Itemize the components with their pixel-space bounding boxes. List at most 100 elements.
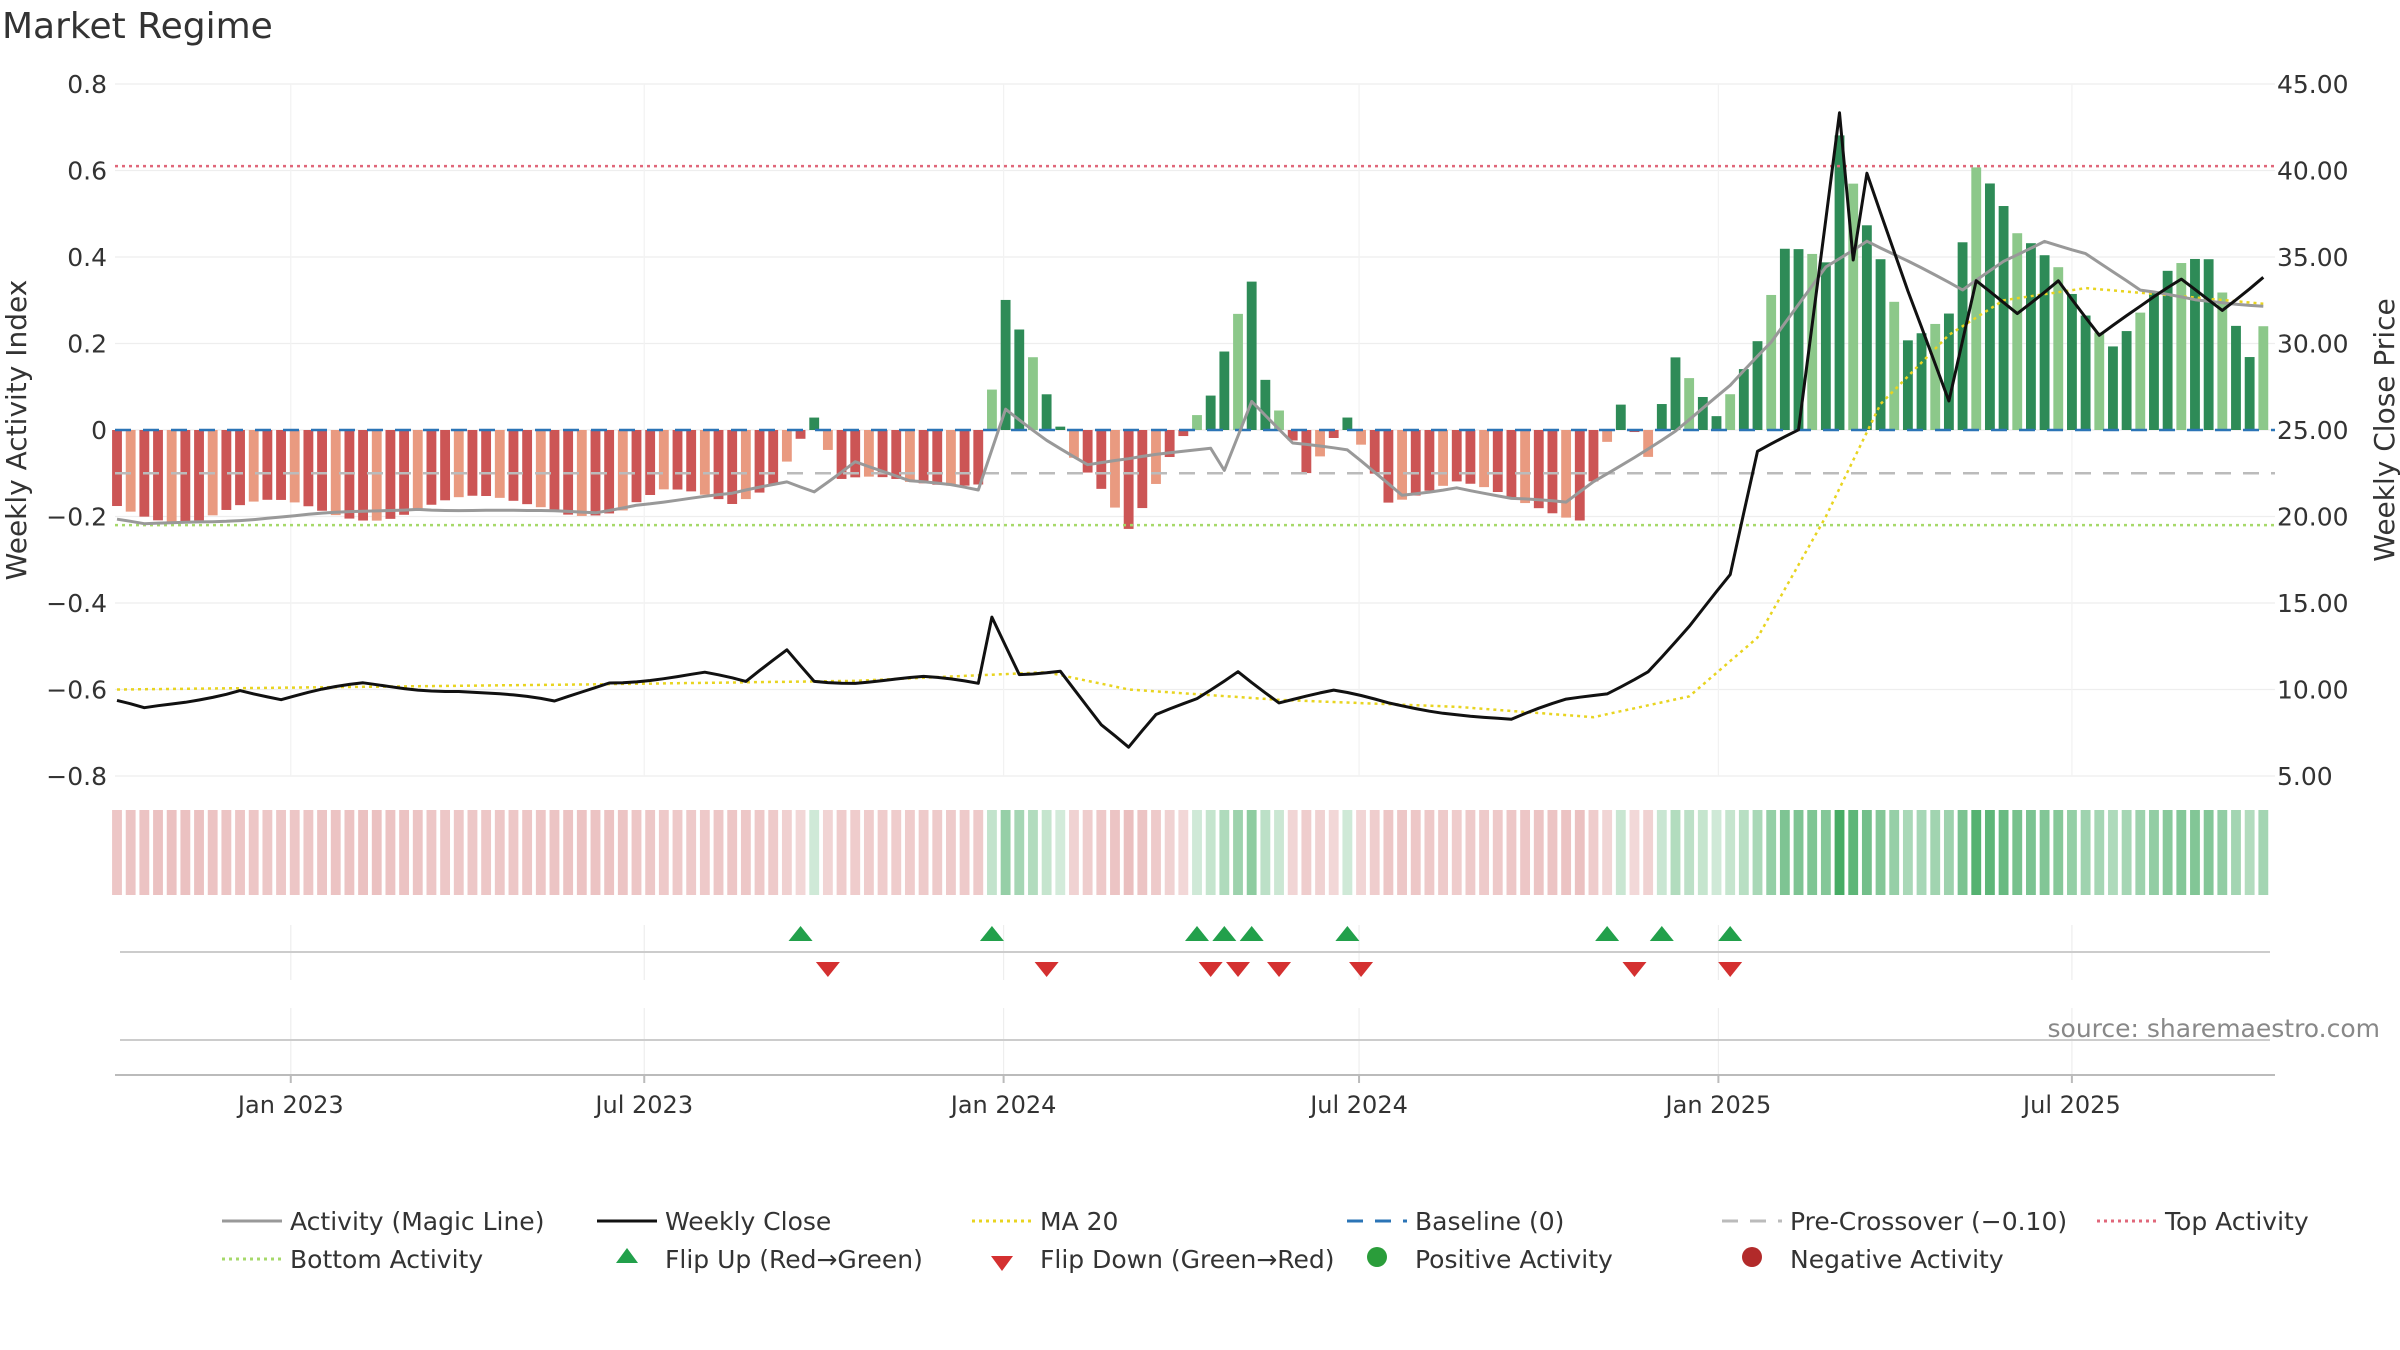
activity-bar bbox=[1779, 248, 1790, 430]
heat-cell bbox=[1246, 810, 1257, 895]
heat-cell bbox=[166, 810, 177, 895]
heat-cell bbox=[1848, 810, 1859, 895]
heat-cell bbox=[1151, 810, 1161, 895]
activity-bar bbox=[1096, 430, 1107, 489]
activity-bar bbox=[1520, 430, 1531, 504]
y2-tick-label: 25.00 bbox=[2277, 416, 2349, 445]
activity-bar bbox=[2190, 258, 2200, 430]
activity-bar bbox=[330, 430, 341, 516]
heat-cell bbox=[713, 810, 724, 895]
activity-bar bbox=[1971, 167, 1982, 430]
heat-cell bbox=[1205, 810, 1216, 895]
activity-bar bbox=[494, 430, 505, 498]
heat-cell bbox=[412, 810, 423, 895]
heat-cell bbox=[371, 810, 382, 895]
activity-bar bbox=[1602, 430, 1613, 442]
activity-bar bbox=[1479, 430, 1490, 488]
activity-bar bbox=[1807, 253, 1818, 430]
activity-bars bbox=[112, 135, 2269, 529]
activity-bar bbox=[1506, 430, 1517, 499]
heat-cell bbox=[904, 810, 915, 895]
heat-cell bbox=[235, 810, 245, 895]
heat-cell bbox=[1164, 810, 1175, 895]
activity-bar bbox=[1793, 249, 1804, 430]
activity-bar bbox=[289, 430, 300, 503]
heat-cell bbox=[2149, 810, 2159, 895]
heat-cell bbox=[1971, 810, 1982, 895]
heat-cell bbox=[563, 810, 574, 895]
source-credit: source: sharemaestro.com bbox=[2047, 1014, 2381, 1043]
heat-cell bbox=[1110, 810, 1120, 895]
activity-bar bbox=[1383, 430, 1394, 503]
heat-cell bbox=[426, 810, 437, 895]
activity-bar bbox=[1301, 430, 1312, 474]
heat-cell bbox=[535, 810, 546, 895]
activity-bar bbox=[740, 430, 751, 500]
heat-cell bbox=[1697, 810, 1708, 895]
heat-cell bbox=[1410, 810, 1421, 895]
activity-bar bbox=[1205, 395, 1216, 430]
activity-bar bbox=[1274, 410, 1284, 430]
heat-cell bbox=[1233, 810, 1243, 895]
heat-cell bbox=[358, 810, 368, 895]
activity-bar bbox=[1000, 299, 1011, 430]
y2-tick-label: 40.00 bbox=[2277, 157, 2349, 186]
activity-bar bbox=[2244, 357, 2255, 430]
activity-bar bbox=[1492, 430, 1503, 493]
x-tick-label: Jan 2025 bbox=[1664, 1091, 1772, 1119]
activity-bar bbox=[1943, 313, 1954, 430]
heat-cell bbox=[1000, 810, 1011, 895]
activity-bar bbox=[1246, 281, 1257, 430]
heat-cell bbox=[1451, 810, 1462, 895]
heat-cell bbox=[1082, 810, 1093, 895]
heat-cell bbox=[1998, 810, 2009, 895]
heat-cell bbox=[2067, 810, 2077, 895]
activity-bar bbox=[987, 389, 997, 430]
activity-bar bbox=[1328, 430, 1339, 438]
activity-bar bbox=[768, 430, 779, 485]
flip-down-marker bbox=[1034, 962, 1059, 977]
heat-cell bbox=[1315, 810, 1325, 895]
activity-bar bbox=[1287, 430, 1298, 441]
activity-bar bbox=[1820, 262, 1831, 430]
heat-cell bbox=[2053, 810, 2064, 895]
activity-bar bbox=[658, 430, 669, 490]
y2-tick-label: 30.00 bbox=[2277, 330, 2349, 359]
activity-bar bbox=[1533, 430, 1544, 509]
activity-bar bbox=[1082, 430, 1093, 473]
heat-cell bbox=[1479, 810, 1490, 895]
activity-bar bbox=[2108, 346, 2118, 430]
heat-cell bbox=[1738, 810, 1749, 895]
activity-bar bbox=[2053, 267, 2064, 430]
activity-bar bbox=[2080, 315, 2091, 430]
activity-bar bbox=[795, 430, 806, 439]
heat-cell bbox=[918, 810, 929, 895]
heat-cell bbox=[1916, 810, 1927, 895]
activity-bar bbox=[1260, 379, 1271, 430]
chart-title: Market Regime bbox=[2, 6, 273, 47]
activity-bar bbox=[1055, 426, 1066, 430]
activity-bar bbox=[1684, 378, 1695, 430]
regime-heat-strip bbox=[112, 810, 2269, 895]
activity-bar bbox=[1656, 404, 1667, 430]
heat-cell bbox=[1055, 810, 1066, 895]
activity-bar bbox=[1137, 430, 1148, 509]
heat-cell bbox=[2012, 810, 2023, 895]
heat-cell bbox=[1287, 810, 1298, 895]
activity-bar bbox=[385, 430, 396, 519]
heat-cell bbox=[330, 810, 341, 895]
y2-tick-label: 10.00 bbox=[2277, 676, 2349, 705]
heat-cell bbox=[481, 810, 492, 895]
activity-bar bbox=[248, 430, 259, 502]
activity-bar bbox=[1028, 357, 1038, 430]
activity-bar bbox=[1547, 430, 1558, 514]
heat-cell bbox=[467, 810, 478, 895]
flip-up-marker bbox=[1595, 926, 1620, 941]
heat-cell bbox=[2203, 810, 2214, 895]
activity-bar bbox=[959, 430, 970, 486]
activity-bar bbox=[1643, 430, 1654, 457]
activity-bar bbox=[125, 430, 136, 512]
red-dot-icon bbox=[1742, 1247, 1762, 1267]
heat-cell bbox=[1752, 810, 1763, 895]
